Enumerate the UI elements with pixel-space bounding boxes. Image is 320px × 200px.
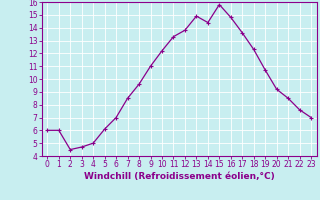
X-axis label: Windchill (Refroidissement éolien,°C): Windchill (Refroidissement éolien,°C) — [84, 172, 275, 181]
